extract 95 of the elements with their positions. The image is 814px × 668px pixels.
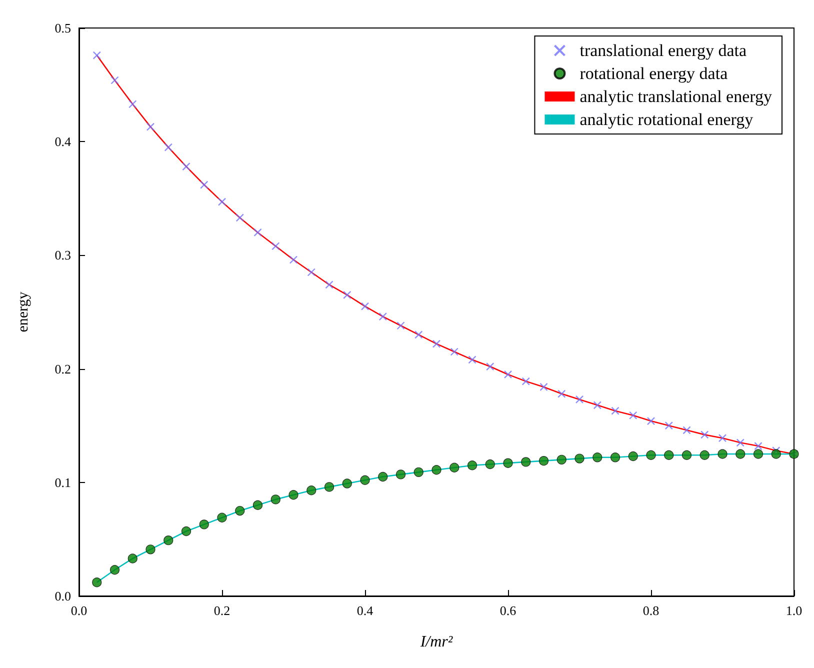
point — [289, 256, 298, 264]
point — [593, 401, 602, 410]
point — [575, 395, 584, 404]
point — [254, 228, 262, 237]
x-tick-label: 1.0 — [786, 603, 802, 618]
point — [628, 451, 638, 462]
point — [450, 462, 460, 472]
y-tick-label: 0.4 — [54, 134, 72, 150]
point — [485, 459, 495, 470]
legend-label: analytic translational energy — [580, 87, 772, 106]
point — [360, 475, 370, 485]
point — [110, 565, 120, 575]
point — [324, 482, 334, 492]
point — [396, 322, 405, 330]
point — [646, 450, 656, 460]
point — [468, 356, 476, 364]
point — [414, 330, 423, 339]
point — [217, 512, 227, 522]
legend-label: rotational energy data — [580, 64, 728, 83]
point — [664, 422, 673, 430]
point — [236, 214, 244, 222]
point — [486, 362, 494, 371]
point — [146, 544, 156, 554]
point — [646, 416, 656, 426]
x-tick-label: 0.8 — [642, 603, 660, 618]
point — [718, 434, 727, 442]
point — [611, 406, 620, 415]
y-axis-title: energy — [16, 291, 32, 332]
point — [538, 456, 549, 466]
point — [307, 268, 316, 276]
point — [682, 426, 691, 434]
point — [342, 478, 352, 488]
point — [378, 472, 388, 482]
point — [199, 520, 209, 530]
point — [736, 438, 744, 447]
point — [288, 490, 298, 500]
point — [92, 51, 101, 60]
point — [540, 382, 548, 392]
point — [146, 122, 155, 131]
point — [736, 449, 746, 459]
point — [521, 457, 531, 467]
point — [664, 450, 674, 460]
point — [181, 526, 192, 536]
point — [325, 280, 334, 289]
y-tick-label: 0.3 — [54, 248, 71, 263]
point — [700, 450, 710, 460]
y-tick-label: 0.1 — [54, 474, 71, 490]
x-tick-label: 0.0 — [70, 603, 88, 618]
point — [396, 470, 406, 480]
legend-label: analytic rotational energy — [580, 110, 754, 129]
point — [592, 452, 602, 462]
point — [110, 76, 119, 84]
point — [771, 449, 781, 459]
point — [182, 162, 190, 171]
point — [718, 449, 728, 459]
point — [200, 180, 208, 189]
point — [378, 312, 387, 321]
point — [218, 198, 226, 206]
point — [235, 506, 245, 516]
point — [503, 458, 513, 468]
point — [450, 348, 458, 356]
point — [558, 390, 566, 398]
point — [753, 449, 764, 459]
point — [272, 242, 280, 250]
x-tick-label: 0.4 — [356, 603, 374, 618]
point — [467, 460, 478, 470]
y-tick-label: 0.2 — [54, 361, 71, 376]
point — [504, 370, 512, 379]
point — [360, 302, 370, 310]
x-tick-label: 0.6 — [500, 603, 517, 618]
point — [629, 411, 638, 420]
point — [164, 536, 174, 546]
point — [270, 494, 280, 504]
legend-label: translational energy data — [580, 41, 747, 60]
point — [164, 143, 172, 152]
point — [432, 340, 441, 348]
point — [252, 500, 263, 510]
y-tick-label: 0.0 — [54, 588, 71, 604]
x-axis-title: I/mr² — [419, 634, 454, 650]
point — [610, 452, 620, 462]
point — [522, 377, 530, 386]
point — [92, 578, 102, 588]
point — [574, 454, 584, 464]
x-tick-label: 0.2 — [214, 603, 230, 618]
point — [128, 100, 137, 108]
point — [432, 465, 442, 475]
point — [343, 290, 352, 300]
point — [306, 486, 316, 496]
point — [556, 454, 566, 464]
point — [682, 450, 692, 460]
point — [754, 442, 762, 450]
point — [128, 554, 138, 564]
point — [414, 467, 424, 477]
y-tick-label: 0.5 — [54, 20, 71, 36]
point — [700, 430, 709, 439]
